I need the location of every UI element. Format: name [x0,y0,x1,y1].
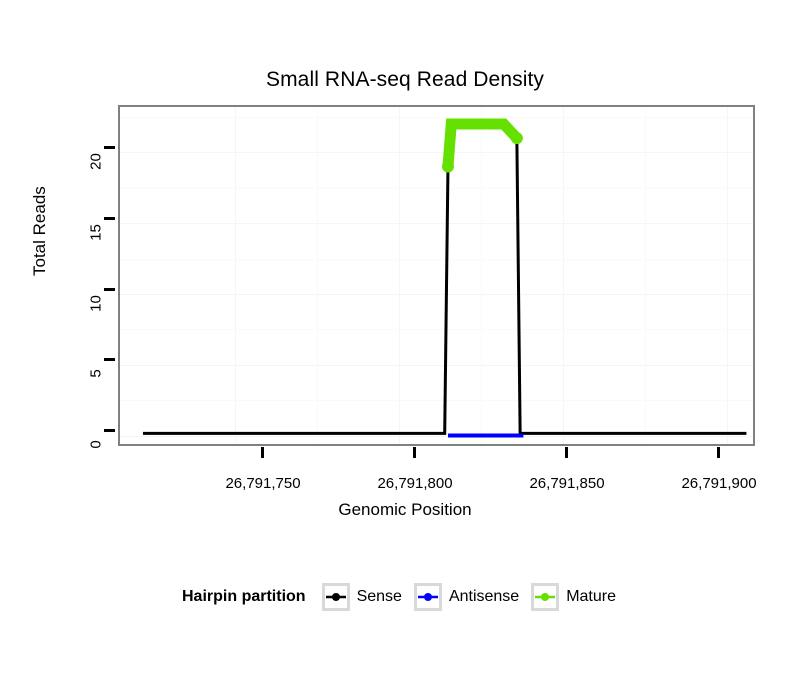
y-tick-label-1: 5 [87,369,105,378]
plot-area [120,107,753,444]
legend: Hairpin partition Sense Antisense Mature [0,583,810,611]
y-tick-mark-0 [104,429,115,432]
x-tick-mark-0 [261,447,264,458]
grid-minor-x-0 [316,107,318,444]
grid-major-y-1 [120,364,753,366]
legend-title: Hairpin partition [182,588,306,605]
legend-key-sense [321,583,350,611]
x-tick-label-2: 26,791,850 [529,475,605,492]
y-tick-mark-2 [104,288,115,291]
legend-label-sense: Sense [356,588,402,605]
legend-item-antisense[interactable]: Antisense [413,583,520,611]
grid-major-x-0 [234,107,236,444]
grid-minor-y-3 [120,258,753,260]
legend-item-sense[interactable]: Sense [321,583,402,611]
data-series-layer [142,118,747,438]
x-tick-mark-3 [717,447,720,458]
y-tick-label-0: 0 [87,440,105,449]
x-tick-mark-2 [565,447,568,458]
grid-minor-x-1 [480,107,482,444]
legend-item-mature[interactable]: Mature [531,583,616,611]
legend-items: Sense Antisense Mature [321,583,628,611]
x-tick-label-3: 26,791,900 [681,475,757,492]
grid-major-x-3 [726,107,728,444]
series-line-mature [442,118,521,167]
mature-point-0 [441,160,454,173]
x-tick-label-1: 26,791,800 [377,475,453,492]
grid-minor-y-5 [120,116,753,118]
grid-minor-x-2 [644,107,646,444]
grid-major-y-2 [120,293,753,295]
legend-label-mature: Mature [566,588,616,605]
y-tick-label-3: 15 [87,224,105,241]
grid-major-x-2 [562,107,564,444]
x-tick-label-0: 26,791,750 [225,475,301,492]
grid-minor-y-4 [120,187,753,189]
grid-major-y-0 [120,435,753,437]
x-axis-title: Genomic Position [338,500,472,519]
y-tick-label-4: 20 [87,153,105,170]
grid-minor-y-1 [120,400,753,402]
y-tick-label-2: 10 [87,295,105,312]
y-tick-mark-4 [104,146,115,149]
grid-major-y-4 [120,152,753,154]
x-tick-mark-1 [413,447,416,458]
legend-key-mature [531,583,560,611]
y-tick-mark-3 [104,217,115,220]
grid-major-y-3 [120,223,753,225]
legend-key-antisense [413,583,442,611]
mature-point-1 [510,132,523,145]
y-tick-mark-1 [104,358,115,361]
grid-major-x-1 [398,107,400,444]
grid-minor-y-2 [120,329,753,331]
legend-label-antisense: Antisense [448,588,520,605]
y-axis-title: Total Reads [30,186,49,276]
plot-panel [118,105,755,446]
chart-title: Small RNA-seq Read Density [265,68,545,91]
